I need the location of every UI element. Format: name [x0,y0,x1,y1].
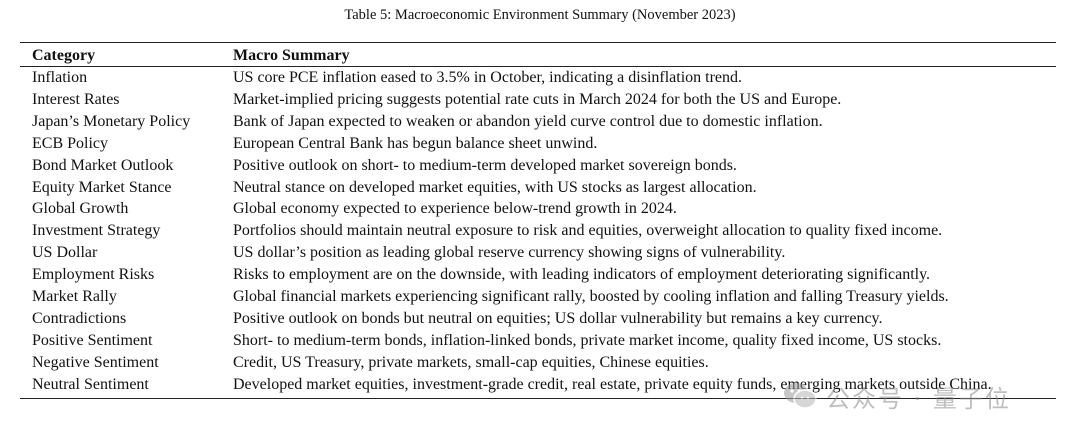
table-container: Category Macro Summary Inflation US core … [20,42,1056,399]
row-summary: Portfolios should maintain neutral expos… [233,222,943,240]
macro-summary-table: Category Macro Summary Inflation US core … [20,42,1056,399]
row-category: Investment Strategy [32,222,161,240]
row-summary: Bank of Japan expected to weaken or aban… [233,112,823,130]
row-category: US Dollar [32,244,98,262]
table-row: Global Growth Global economy expected to … [20,198,1056,220]
row-summary: Global financial markets experiencing si… [233,288,949,306]
row-category: Global Growth [32,200,129,218]
table-row: Interest Rates Market-implied pricing sug… [20,89,1056,111]
row-category: Employment Risks [32,266,155,284]
row-summary: Credit, US Treasury, private markets, sm… [233,353,709,371]
row-summary: European Central Bank has begun balance … [233,134,598,152]
table-row: Contradictions Positive outlook on bonds … [20,308,1056,330]
table-body: Inflation US core PCE inflation eased to … [20,67,1056,399]
row-summary: Short- to medium-term bonds, inflation-l… [233,331,942,349]
row-category: ECB Policy [32,134,109,152]
row-summary: Neutral stance on developed market equit… [233,178,757,196]
table-row: Employment Risks Risks to employment are … [20,264,1056,286]
row-category: Positive Sentiment [32,331,153,349]
header-row: Category Macro Summary [20,42,1056,67]
row-summary: US core PCE inflation eased to 3.5% in O… [233,69,743,86]
row-category: Contradictions [32,309,127,327]
row-category: Japan’s Monetary Policy [32,112,191,130]
table-header: Category Macro Summary [20,42,1056,67]
header-category: Category [20,42,233,67]
row-category: Inflation [32,69,88,86]
header-macro-summary: Macro Summary [233,42,1056,67]
row-category: Bond Market Outlook [32,156,174,174]
table-caption: Table 5: Macroeconomic Environment Summa… [344,7,736,23]
table-row: Neutral Sentiment Developed market equiti… [20,374,1056,398]
table-row: Equity Market Stance Neutral stance on de… [20,177,1056,199]
row-summary: Risks to employment are on the downside,… [233,266,931,284]
row-category: Equity Market Stance [32,178,172,196]
row-category: Neutral Sentiment [32,375,149,393]
row-summary: Market-implied pricing suggests potentia… [233,90,842,108]
row-summary: Developed market equities, investment-gr… [233,375,992,393]
table-row: Market Rally Global financial markets exp… [20,286,1056,308]
row-category: Interest Rates [32,90,120,108]
table-row: ECB Policy European Central Bank has begu… [20,133,1056,155]
table-row: Japan’s Monetary Policy Bank of Japan exp… [20,111,1056,133]
row-summary: Global economy expected to experience be… [233,200,677,218]
table-row: Inflation US core PCE inflation eased to … [20,67,1056,89]
table-row: Negative Sentiment Credit, US Treasury, p… [20,352,1056,374]
row-category: Market Rally [32,288,117,306]
row-category: Negative Sentiment [32,353,159,371]
table-row: US Dollar US dollar’s position as leading… [20,242,1056,264]
table-row: Bond Market Outlook Positive outlook on s… [20,155,1056,177]
row-summary: Positive outlook on short- to medium-ter… [233,156,737,174]
row-summary: Positive outlook on bonds but neutral on… [233,309,883,327]
table-row: Investment Strategy Portfolios should mai… [20,220,1056,242]
table-row: Positive Sentiment Short- to medium-term … [20,330,1056,352]
row-summary: US dollar’s position as leading global r… [233,244,786,262]
